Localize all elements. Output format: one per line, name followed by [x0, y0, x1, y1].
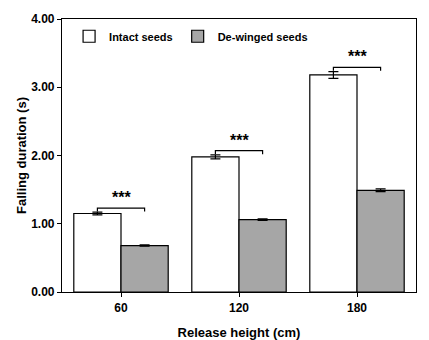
svg-text:***: *** — [230, 132, 249, 149]
svg-text:Intact seeds: Intact seeds — [109, 31, 173, 43]
svg-text:0.00: 0.00 — [31, 285, 55, 299]
svg-text:4.00: 4.00 — [31, 12, 55, 26]
svg-text:120: 120 — [229, 301, 249, 315]
svg-text:60: 60 — [114, 301, 128, 315]
svg-text:***: *** — [348, 48, 367, 65]
svg-text:De-winged seeds: De-winged seeds — [218, 31, 308, 43]
svg-text:Falling duration (s): Falling duration (s) — [14, 97, 29, 214]
svg-text:***: *** — [112, 189, 131, 206]
svg-text:2.00: 2.00 — [31, 149, 55, 163]
svg-text:1.00: 1.00 — [31, 217, 55, 231]
svg-text:3.00: 3.00 — [31, 80, 55, 94]
svg-text:Release height (cm): Release height (cm) — [178, 325, 301, 340]
svg-text:180: 180 — [347, 301, 367, 315]
